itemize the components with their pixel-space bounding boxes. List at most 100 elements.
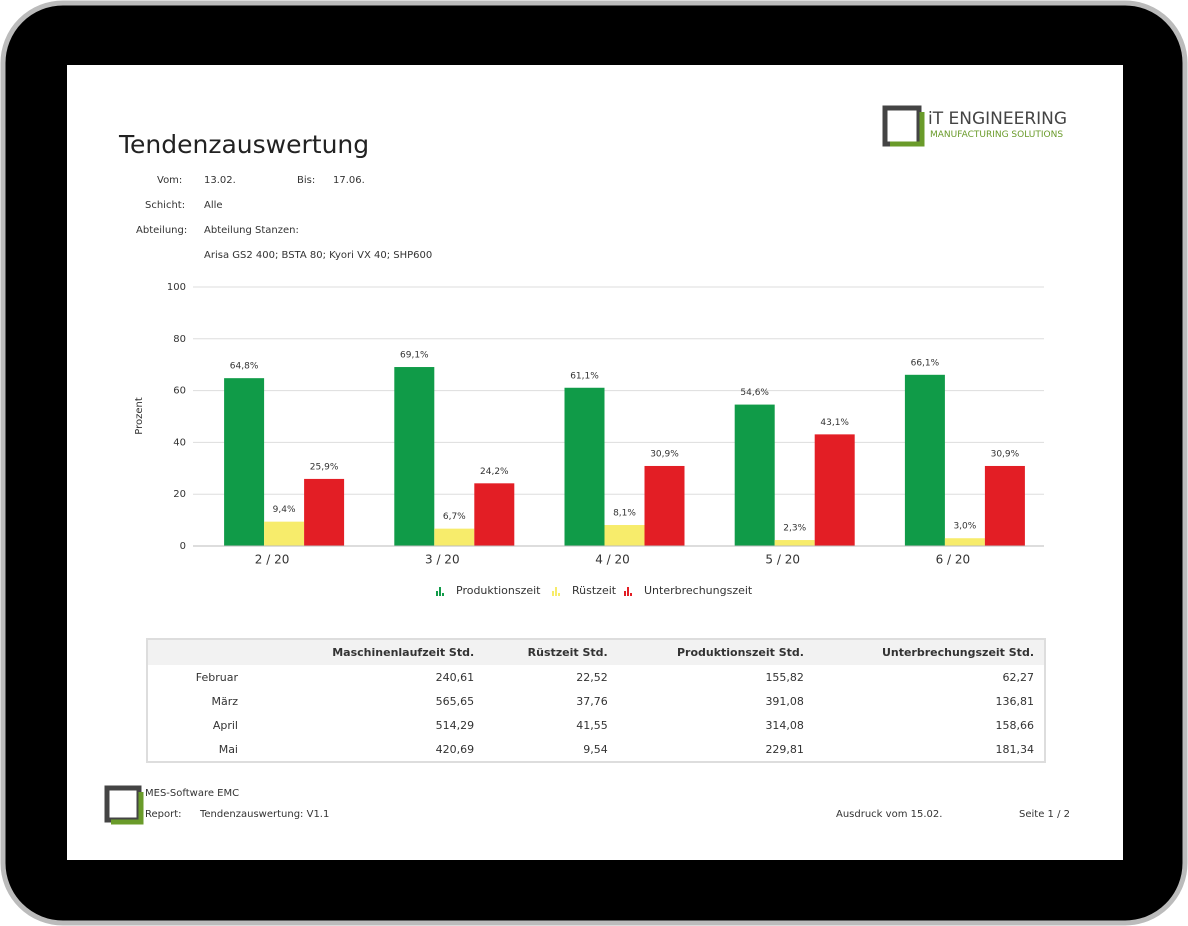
- bar: [734, 404, 775, 546]
- header-cell: Produktionszeit Std.: [617, 639, 814, 665]
- header-cell: Rüstzeit Std.: [484, 639, 618, 665]
- table-cell: 155,82: [765, 670, 804, 684]
- table-cell: 62,27: [1002, 670, 1035, 684]
- table-cell: 314,08: [765, 718, 804, 732]
- value-label: 43,1%: [820, 418, 849, 428]
- footer-software: MES-Software EMC: [145, 788, 240, 799]
- value-label: 25,9%: [310, 462, 339, 472]
- value-label: 54,6%: [740, 388, 769, 398]
- value-label: 2,3%: [783, 524, 806, 534]
- table-cell: 565,65: [435, 694, 475, 708]
- footer-value: Tendenzauswertung: V1.1: [200, 809, 330, 820]
- table-cell: 420,69: [435, 742, 475, 756]
- y-tick-label: 100: [167, 282, 186, 293]
- table-row: April 514,29 41,55 314,08 158,66: [147, 713, 1045, 737]
- bar: [564, 387, 605, 546]
- row-label: April: [212, 718, 238, 732]
- x-tick-label: 6 / 20: [936, 553, 971, 567]
- header-cell: Maschinenlaufzeit Std.: [268, 639, 485, 665]
- meta-label: Abteilung:: [136, 225, 188, 236]
- legend-icon: [555, 587, 557, 596]
- table-cell: 240,61: [435, 670, 475, 684]
- value-label: 9,4%: [273, 505, 296, 515]
- value-label: 24,2%: [480, 467, 509, 477]
- legend-icon: [552, 591, 554, 596]
- meta-label: Schicht:: [145, 200, 186, 211]
- bar: [224, 378, 265, 546]
- x-tick-label: 3 / 20: [425, 553, 460, 567]
- x-tick-label: 5 / 20: [765, 553, 800, 567]
- legend-icon: [630, 593, 632, 596]
- table-cell: 136,81: [995, 694, 1035, 708]
- meta-value: 13.02.: [204, 175, 236, 186]
- meta-value: Arisa GS2 400; BSTA 80; Kyori VX 40; SHP…: [204, 250, 433, 261]
- bar: [264, 521, 305, 546]
- bar: [304, 478, 345, 546]
- value-label: 3,0%: [953, 522, 976, 532]
- y-tick-label: 60: [173, 386, 186, 397]
- footer-printed: Ausdruck vom 15.02.: [836, 809, 943, 820]
- y-tick-label: 40: [173, 437, 186, 448]
- row-label: Mai: [218, 742, 238, 756]
- header-cell: Unterbrechungszeit Std.: [813, 639, 1045, 665]
- logo-subtitle: MANUFACTURING SOLUTIONS: [930, 130, 1064, 140]
- value-label: 66,1%: [911, 358, 940, 368]
- footer-label: Report:: [145, 809, 182, 820]
- table-header: Maschinenlaufzeit Std. Rüstzeit Std. Produ…: [147, 639, 1045, 665]
- footer-logo: [111, 792, 144, 825]
- x-tick-label: 4 / 20: [595, 553, 630, 567]
- x-tick-label: 2 / 20: [255, 553, 290, 567]
- legend-icon: [624, 591, 626, 596]
- y-tick-label: 20: [173, 489, 186, 500]
- row-label: März: [211, 694, 238, 708]
- bar: [644, 465, 685, 546]
- y-axis-label: Prozent: [134, 397, 145, 435]
- table-cell: 37,76: [576, 694, 608, 708]
- header-cell: [147, 639, 268, 665]
- y-tick-label: 0: [180, 541, 186, 552]
- bar: [604, 525, 645, 546]
- table-cell: 41,55: [576, 718, 608, 732]
- bar: [774, 540, 815, 546]
- meta-label: Vom:: [157, 175, 183, 186]
- table-row: März 565,65 37,76 391,08 136,81: [147, 689, 1045, 713]
- meta-label: Bis:: [297, 175, 316, 186]
- legend-label: Unterbrechungszeit: [644, 584, 753, 597]
- bar: [984, 465, 1025, 546]
- logo-title: iT ENGINEERING: [928, 109, 1068, 129]
- logo-icon: [890, 112, 925, 147]
- table-body: Februar 240,61 22,52 155,82 62,27 März 565,65 3…: [147, 665, 1045, 762]
- bar: [434, 528, 475, 546]
- value-label: 61,1%: [570, 371, 599, 381]
- table-cell: 22,52: [576, 670, 608, 684]
- legend-label: Produktionszeit: [456, 584, 541, 597]
- row-label: Februar: [195, 670, 238, 684]
- legend-icon: [439, 587, 441, 596]
- table-row: Februar 240,61 22,52 155,82 62,27: [147, 665, 1045, 689]
- bar: [474, 483, 515, 546]
- table-cell: 391,08: [765, 694, 804, 708]
- footer-page: Seite 1 / 2: [1019, 809, 1070, 820]
- table-row: Mai 420,69 9,54 229,81 181,34: [147, 737, 1045, 762]
- table-cell: 229,81: [765, 742, 804, 756]
- legend-icon: [558, 593, 560, 596]
- table-cell: 181,34: [995, 742, 1035, 756]
- meta-value: Alle: [204, 200, 223, 211]
- value-label: 69,1%: [400, 351, 429, 361]
- y-tick-label: 80: [173, 334, 186, 345]
- bar: [394, 367, 435, 546]
- table-cell: 514,29: [435, 718, 475, 732]
- value-label: 64,8%: [230, 362, 259, 372]
- bar: [904, 374, 945, 546]
- report-title: Tendenzauswertung: [119, 130, 370, 159]
- legend-label: Rüstzeit: [572, 584, 617, 597]
- table-cell: 9,54: [583, 742, 608, 756]
- meta-value: Abteilung Stanzen:: [204, 225, 299, 236]
- value-label: 6,7%: [443, 512, 466, 522]
- data-table: Maschinenlaufzeit Std. Rüstzeit Std. Produ…: [146, 638, 1046, 763]
- value-label: 8,1%: [613, 509, 636, 519]
- legend-icon: [442, 593, 444, 596]
- value-label: 30,9%: [991, 449, 1020, 459]
